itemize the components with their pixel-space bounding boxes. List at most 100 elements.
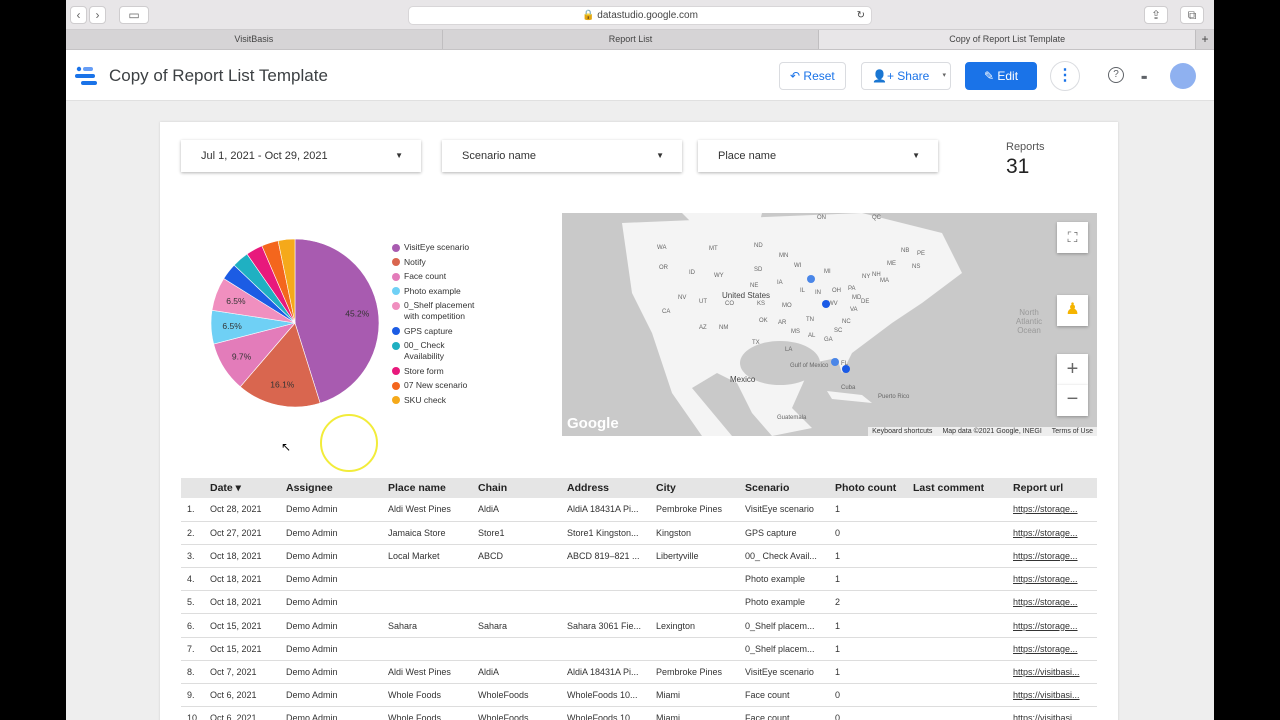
- table-row[interactable]: 5. Oct 18, 2021 Demo Admin Photo example 2 ht…: [181, 590, 1097, 615]
- column-header[interactable]: Scenario: [745, 478, 835, 498]
- legend-item[interactable]: 07 New scenario: [392, 380, 484, 391]
- scenario-filter[interactable]: Scenario name ▼: [442, 140, 682, 172]
- legend-item[interactable]: GPS capture: [392, 326, 484, 337]
- legend-swatch-icon: [392, 272, 400, 281]
- table-row[interactable]: 4. Oct 18, 2021 Demo Admin Photo example 1 ht…: [181, 567, 1097, 592]
- report-url-link[interactable]: https://storage...: [1013, 643, 1078, 654]
- map-label: United States: [722, 291, 771, 300]
- forward-button[interactable]: ›: [89, 6, 106, 24]
- legend-item[interactable]: Notify: [392, 257, 484, 268]
- back-button[interactable]: ‹: [70, 6, 87, 24]
- legend-item[interactable]: SKU check: [392, 395, 484, 406]
- map-marker[interactable]: [822, 300, 830, 308]
- report-url-link[interactable]: https://visitbasi...: [1013, 713, 1080, 720]
- apps-grid-icon[interactable]: ▪▪: [1141, 70, 1147, 84]
- table-row[interactable]: 9. Oct 6, 2021 Demo Admin Whole Foods WholeF…: [181, 683, 1097, 708]
- legend-item[interactable]: Face count: [392, 271, 484, 282]
- terms-link[interactable]: Terms of Use: [1051, 428, 1093, 435]
- keyboard-shortcuts-link[interactable]: Keyboard shortcuts: [872, 428, 933, 435]
- table-cell: VisitEye scenario: [745, 498, 835, 522]
- map-label: AL: [808, 333, 816, 339]
- table-row[interactable]: 2. Oct 27, 2021 Demo Admin Jamaica Store Sto…: [181, 521, 1097, 545]
- table-cell: [388, 590, 478, 615]
- table-row[interactable]: 8. Oct 7, 2021 Demo Admin Aldi West Pines Al…: [181, 660, 1097, 685]
- column-header[interactable]: City: [656, 478, 745, 498]
- report-url-link[interactable]: https://storage...: [1013, 620, 1078, 631]
- new-tab-button[interactable]: +: [1201, 32, 1209, 46]
- address-bar[interactable]: 🔒 datastudio.google.com ↻: [408, 6, 872, 25]
- map-marker[interactable]: [807, 275, 815, 283]
- legend-swatch-icon: [392, 327, 400, 335]
- zoom-in-button[interactable]: +: [1057, 354, 1088, 385]
- pie-slice[interactable]: [294, 238, 380, 404]
- column-header[interactable]: Place name: [388, 478, 478, 498]
- map-label: IA: [777, 280, 783, 286]
- map-marker[interactable]: [831, 358, 839, 366]
- report-url-link[interactable]: https://visitbasi...: [1013, 666, 1080, 677]
- share-icon[interactable]: ⇪: [1144, 6, 1168, 24]
- legend-label: Notify: [404, 256, 426, 267]
- tab-report-list[interactable]: Report List: [443, 30, 820, 49]
- tabs-icon[interactable]: ⧉: [1180, 6, 1204, 24]
- date-range-filter[interactable]: Jul 1, 2021 - Oct 29, 2021 ▼: [181, 140, 421, 172]
- legend-item[interactable]: 00_ Check Availability: [392, 340, 484, 362]
- column-header[interactable]: Last comment: [913, 478, 1013, 498]
- map-label: CO: [725, 301, 734, 307]
- table-cell: [567, 567, 656, 592]
- share-dropdown-icon[interactable]: ▾: [942, 72, 946, 79]
- report-url-link[interactable]: https://storage...: [1013, 550, 1078, 561]
- sidebar-toggle-icon[interactable]: ▭: [119, 6, 149, 24]
- map-label: MO: [782, 303, 792, 309]
- map-label: WV: [828, 301, 838, 307]
- map-label: NB: [901, 248, 910, 254]
- table-cell: Sahara 3061 Fie...: [567, 613, 656, 638]
- fullscreen-button[interactable]: ⛶: [1057, 222, 1088, 253]
- column-header[interactable]: Photo count: [835, 478, 913, 498]
- column-header[interactable]: Address: [567, 478, 656, 498]
- column-header[interactable]: Date ▾: [210, 478, 286, 498]
- table-row[interactable]: 10. Oct 6, 2021 Demo Admin Whole Foods Whole…: [181, 706, 1097, 720]
- more-options-icon[interactable]: ⋮: [1050, 61, 1080, 91]
- legend-item[interactable]: 0_Shelf placement with competition: [392, 300, 484, 322]
- tab-visitbasis[interactable]: VisitBasis: [66, 30, 443, 49]
- table-cell: GPS capture: [745, 521, 835, 545]
- report-url-link[interactable]: https://storage...: [1013, 527, 1078, 538]
- legend-item[interactable]: Photo example: [392, 286, 484, 297]
- table-row[interactable]: 1. Oct 28, 2021 Demo Admin Aldi West Pines A…: [181, 498, 1097, 522]
- pie-slice[interactable]: [277, 238, 296, 324]
- share-button[interactable]: 👤+ Share ▾: [861, 62, 951, 90]
- zoom-out-button[interactable]: −: [1057, 385, 1088, 416]
- table-row[interactable]: 6. Oct 15, 2021 Demo Admin Sahara Sahara Saha…: [181, 613, 1097, 638]
- report-url-cell: https://storage...: [1013, 544, 1097, 569]
- table-row[interactable]: 7. Oct 15, 2021 Demo Admin 0_Shelf placem..…: [181, 637, 1097, 661]
- map-label: CA: [662, 309, 671, 315]
- report-url-link[interactable]: https://storage...: [1013, 597, 1078, 608]
- map[interactable]: ON QC WA MT ND MN WI MI NB PE NS ME NH NY MA OR ID SD WY NE…: [562, 213, 1097, 436]
- edit-button[interactable]: ✎ Edit: [965, 62, 1037, 90]
- report-url-link[interactable]: https://visitbasi...: [1013, 690, 1080, 701]
- avatar[interactable]: [1170, 63, 1196, 89]
- help-icon[interactable]: ?: [1108, 67, 1124, 83]
- pie-slice[interactable]: [239, 322, 321, 408]
- column-header[interactable]: Assignee: [286, 478, 388, 498]
- table-row[interactable]: 3. Oct 18, 2021 Demo Admin Local Market ABCD…: [181, 544, 1097, 569]
- map-label: DE: [861, 299, 870, 305]
- reload-icon[interactable]: ↻: [856, 10, 865, 21]
- column-header[interactable]: Report url: [1013, 478, 1097, 498]
- table-cell: 0_Shelf placem...: [745, 613, 835, 638]
- legend-item[interactable]: VisitEye scenario: [392, 242, 484, 253]
- report-url-link[interactable]: https://storage...: [1013, 504, 1078, 515]
- map-label: MI: [824, 269, 831, 275]
- tab-copy-report[interactable]: Copy of Report List Template: [819, 30, 1197, 49]
- street-view-pegman-icon[interactable]: ♟: [1057, 295, 1088, 326]
- column-header[interactable]: Chain: [478, 478, 567, 498]
- legend-item[interactable]: Store form: [392, 366, 484, 377]
- place-filter[interactable]: Place name ▼: [698, 140, 938, 172]
- report-url-link[interactable]: https://storage...: [1013, 574, 1078, 585]
- report-table: Date ▾ Assignee Place name Chain Address City…: [181, 478, 1097, 720]
- table-cell: AldiA: [478, 498, 567, 522]
- table-cell: WholeFoods: [478, 706, 567, 720]
- reset-button[interactable]: ↶ Reset: [779, 62, 846, 90]
- map-marker[interactable]: [842, 365, 850, 373]
- table-cell: ABCD 819–821 ...: [567, 544, 656, 569]
